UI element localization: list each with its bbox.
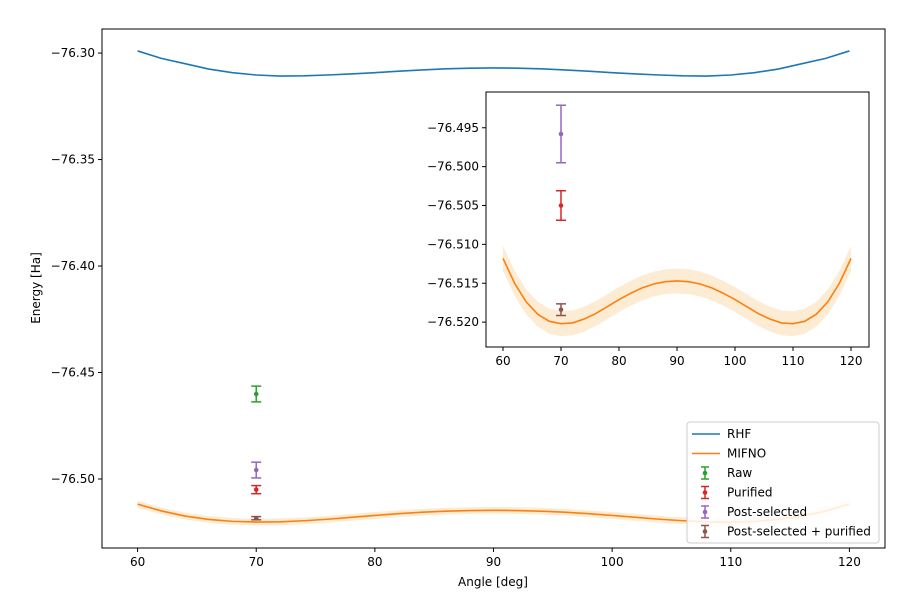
main-y-tick-label: −76.40 (51, 259, 95, 273)
inset-x-tick-label: 90 (669, 354, 684, 368)
main-x-tick-label: 70 (249, 555, 264, 569)
legend-post-selected-label: Post-selected (727, 505, 807, 519)
legend-rhf-label: RHF (727, 427, 751, 441)
inset-x-tick-label: 80 (611, 354, 626, 368)
inset-y-tick-label: −76.500 (427, 160, 479, 174)
inset-mifno-band (502, 245, 852, 337)
inset-y-tick-label: −76.515 (427, 276, 479, 290)
main-purified-point (253, 487, 259, 492)
inset-x-tick-label: 100 (724, 354, 747, 368)
inset-x-tick-label: 110 (782, 354, 805, 368)
inset-x-tick-label: 60 (495, 354, 510, 368)
main-raw-point (253, 391, 259, 397)
inset-post-selected-point (558, 131, 564, 137)
main-x-tick-label: 60 (130, 555, 145, 569)
inset-background (486, 92, 869, 347)
inset-post-selected-purified-errorbar (555, 303, 566, 317)
main-x-tick-label: 80 (367, 555, 382, 569)
main-y-tick-label: −76.35 (51, 153, 95, 167)
legend-post-selected-purified-label: Post-selected + purified (727, 525, 871, 539)
main-x-tick-label: 90 (486, 555, 501, 569)
inset-mifno-line (502, 258, 852, 325)
inset-axes: 60 70 80 90 100 110 120 −76.495 −76.500 −76.505 −7… (427, 91, 870, 368)
legend-post-selected-purified-marker (702, 529, 708, 534)
main-x-tick-label: 120 (838, 555, 861, 569)
main-plot-area (137, 50, 850, 526)
inset-x-tick-label: 120 (840, 354, 863, 368)
main-raw-errorbar (251, 385, 262, 403)
inset-y-tick-label: −76.495 (427, 121, 479, 135)
inset-purified-errorbar (555, 189, 566, 222)
main-post-selected-point (253, 467, 259, 473)
inset-plot-area (502, 104, 852, 337)
inset-y-tick-label: −76.505 (427, 199, 479, 213)
main-rhf-line (137, 50, 850, 77)
legend-raw-label: Raw (727, 466, 752, 480)
y-axis-label: Energy [Ha] (29, 252, 43, 324)
legend-purified-marker (702, 490, 708, 495)
inset-post-selected-errorbar (555, 104, 566, 164)
legend-frame (686, 421, 880, 544)
main-y-tick-label: −76.45 (51, 366, 95, 380)
main-post-selected-purified-errorbar (251, 515, 262, 521)
main-post-selected-purified-point (253, 515, 259, 521)
legend-raw-marker (702, 470, 708, 476)
inset-y-tick-label: −76.510 (427, 237, 479, 251)
legend-purified-label: Purified (727, 486, 772, 500)
inset-y-tick-label: −76.520 (427, 315, 479, 329)
main-x-tick-label: 100 (601, 555, 624, 569)
main-purified-errorbar (251, 484, 262, 495)
legend: RHF MIFNO Raw Purified Post-selected Post-sel… (686, 421, 880, 544)
x-axis-label: Angle [deg] (458, 575, 528, 589)
inset-x-tick-label: 70 (553, 354, 568, 368)
main-x-tick-label: 110 (719, 555, 742, 569)
inset-purified-point (558, 203, 564, 208)
main-post-selected-errorbar (251, 461, 262, 479)
inset-post-selected-purified-point (558, 307, 564, 312)
legend-mifno-label: MIFNO (727, 447, 766, 461)
legend-post-selected-marker (702, 509, 708, 515)
main-y-tick-label: −76.30 (51, 46, 95, 60)
main-y-tick-label: −76.50 (51, 472, 95, 486)
